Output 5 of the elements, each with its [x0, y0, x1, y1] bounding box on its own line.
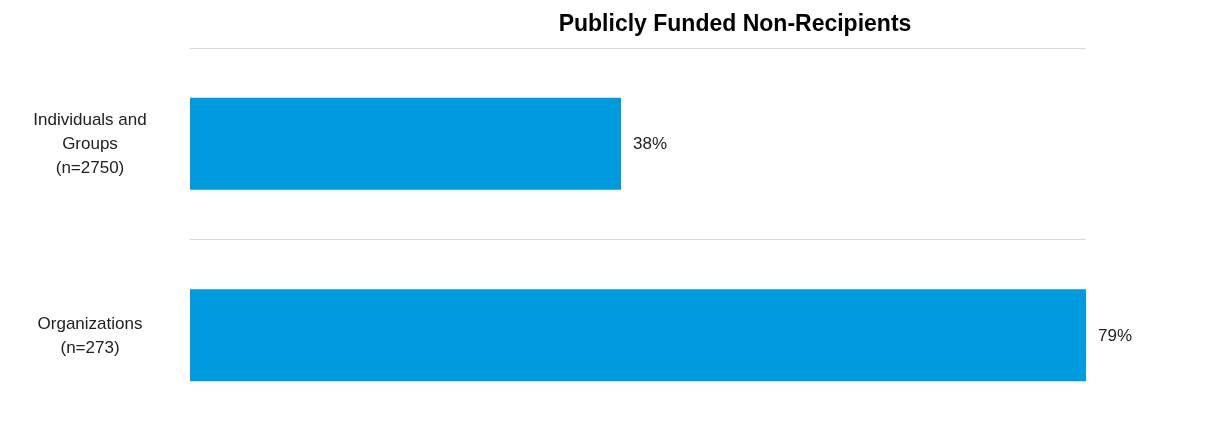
data-label: 38% — [632, 134, 668, 154]
data-label: 79% — [1098, 325, 1133, 345]
chart-title: Publicly Funded Non-Recipients — [558, 9, 912, 36]
y-tick-label: Individuals and Groups (n=2750) — [33, 110, 147, 178]
y-tick-label: Organizations (n=273) — [37, 313, 143, 357]
